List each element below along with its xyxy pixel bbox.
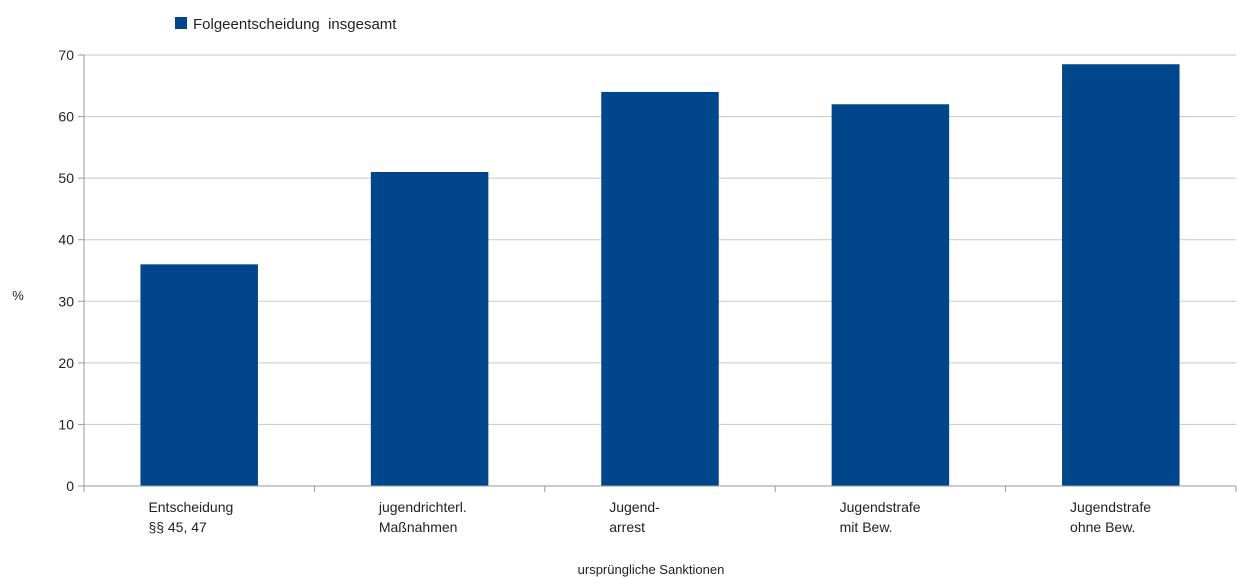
x-axis-title: ursprüngliche Sanktionen <box>578 562 725 577</box>
y-tick-label: 40 <box>58 232 74 248</box>
bar <box>140 264 258 486</box>
y-axis: 0 10 20 30 40 50 60 70 <box>58 47 85 494</box>
y-tick-label: 60 <box>58 109 74 125</box>
y-axis-title: % <box>12 288 24 303</box>
y-tick-label: 0 <box>66 478 74 494</box>
bar <box>370 171 489 486</box>
legend: Folgeentscheidung insgesamt <box>175 16 397 33</box>
x-tick-label: Jugendstrafe mit Bew. <box>840 499 921 535</box>
y-tick-label: 20 <box>58 355 74 371</box>
bar <box>831 104 950 486</box>
bar <box>601 91 719 486</box>
x-tick-label: Jugend-arrest <box>609 499 660 535</box>
legend-swatch <box>175 17 187 29</box>
x-tick-label: jugendrichterl. Maßnahmen <box>378 499 467 535</box>
y-tick-label: 10 <box>58 416 74 432</box>
legend-label: Folgeentscheidung insgesamt <box>193 16 397 33</box>
y-tick-label: 70 <box>58 47 74 63</box>
bars <box>140 64 1180 486</box>
bar <box>1062 64 1180 486</box>
x-tick-label: Jugendstrafe ohne Bew. <box>1070 499 1151 535</box>
y-tick-label: 50 <box>58 170 74 186</box>
x-axis: Entscheidung §§ 45, 47 jugendrichterl. Maßn… <box>78 485 1237 535</box>
x-tick-label: Entscheidung §§ 45, 47 <box>148 499 233 535</box>
y-tick-label: 30 <box>58 293 74 309</box>
